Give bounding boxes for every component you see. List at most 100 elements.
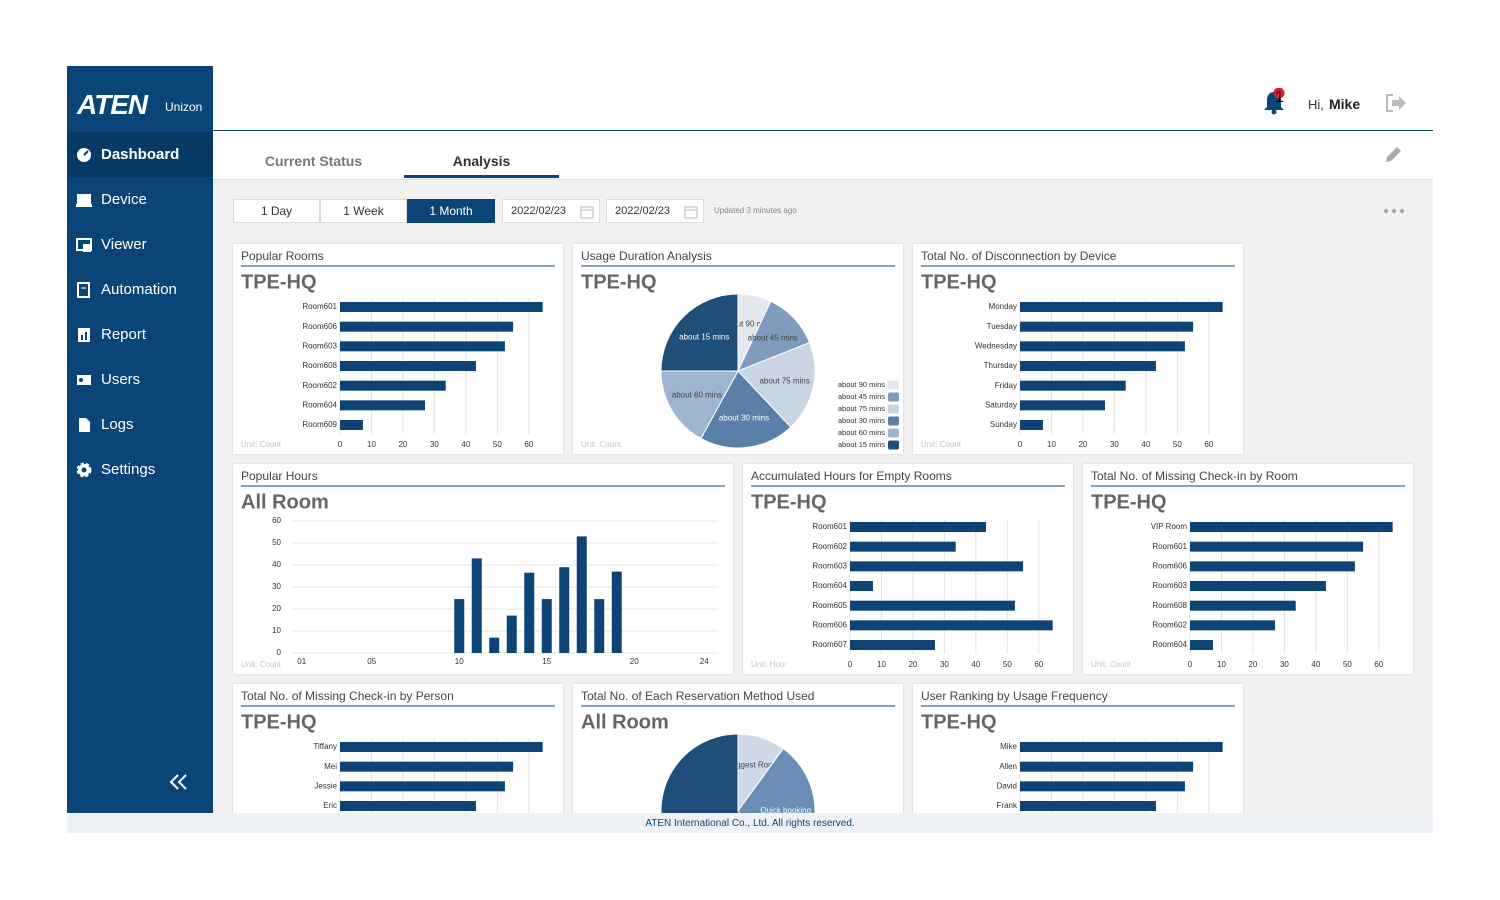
calendar-icon	[684, 206, 698, 219]
range-button[interactable]: 1 Month	[407, 199, 495, 223]
range-button[interactable]: 1 Day	[233, 199, 320, 223]
card-title: Total No. of Each Reservation Method Use…	[581, 689, 814, 703]
notification-count: 1	[1275, 89, 1284, 106]
bar	[1020, 361, 1156, 372]
edit-button[interactable]	[1384, 144, 1404, 164]
x-tick-label: 50	[493, 440, 502, 449]
nav-label: Automation	[101, 281, 177, 298]
chart: Total No. of Each Reservation Method Use…	[581, 689, 895, 813]
legend-label: about 15 mins	[838, 440, 885, 449]
y-tick-label: Room604	[812, 581, 847, 590]
nav-item[interactable]: Settings	[67, 447, 213, 492]
date-input[interactable]: 2022/02/23	[502, 199, 600, 223]
chart: Usage Duration Analysis TPE-HQ Unit: Count…	[581, 249, 899, 450]
x-tick-label: 40	[1141, 440, 1150, 449]
bar	[340, 400, 425, 411]
calendar-icon	[580, 206, 594, 219]
x-tick-label: 01	[297, 657, 306, 666]
bar	[340, 341, 505, 352]
bar	[340, 781, 505, 792]
y-tick-label: Room606	[1152, 561, 1187, 570]
nav-item[interactable]: Logs	[67, 402, 213, 447]
card-subtitle: TPE-HQ	[751, 491, 827, 513]
y-tick-label: Saturday	[985, 400, 1017, 409]
bar	[506, 615, 517, 653]
bar	[340, 302, 543, 312]
nav-item[interactable]: Device	[67, 177, 213, 222]
bar	[1020, 761, 1194, 772]
unit-label: Unit: Hour	[751, 660, 787, 669]
bar	[1190, 581, 1326, 592]
bar	[541, 599, 552, 653]
legend-label: about 60 mins	[838, 428, 885, 437]
y-tick-label: Room606	[302, 322, 337, 331]
nav-item[interactable]: Viewer	[67, 222, 213, 267]
bar	[454, 599, 465, 653]
x-tick-label: 60	[524, 440, 533, 449]
legend-swatch	[888, 416, 899, 426]
legend-label: about 90 mins	[838, 380, 885, 389]
chart: Popular Rooms TPE-HQ Unit: Count 0 10 20 30 40 5…	[241, 249, 555, 449]
y-tick-label: Room605	[812, 601, 847, 610]
date-text: 2022/02/23	[615, 205, 671, 217]
nav-label: Viewer	[101, 236, 147, 253]
tab[interactable]: Analysis	[404, 153, 559, 178]
collapse-button[interactable]	[169, 773, 189, 791]
legend-label: about 75 mins	[838, 404, 885, 413]
chart: Total No. of Disconnection by Device TPE-…	[921, 249, 1235, 449]
y-tick-label: Room607	[812, 640, 847, 649]
x-tick-label: 05	[367, 657, 376, 666]
pie-slice	[737, 748, 816, 813]
card-subtitle: TPE-HQ	[1091, 491, 1167, 513]
y-tick-label: Room606	[812, 620, 847, 629]
tab[interactable]: Current Status	[264, 153, 363, 169]
footer: ATEN International Co., Ltd. All rights …	[67, 813, 1433, 833]
slice-label: about 60 mins	[672, 390, 722, 399]
bar	[340, 742, 543, 752]
logout-button[interactable]	[1385, 93, 1407, 113]
chart-card: User Ranking by Usage FrequencyTPE-HQ010…	[913, 684, 1243, 813]
y-tick-label: Eric	[323, 801, 337, 810]
nav-item[interactable]: Automation	[67, 267, 213, 312]
legend-label: about 45 mins	[838, 392, 885, 401]
card-subtitle: All Room	[241, 491, 329, 513]
nav-item[interactable]: Dashboard	[67, 132, 213, 177]
y-tick-label: 0	[277, 648, 282, 657]
nav-item[interactable]: Report	[67, 312, 213, 357]
range-button[interactable]: 1 Week	[320, 199, 407, 223]
pie-slice	[700, 370, 792, 449]
y-tick-label: Mike	[1000, 742, 1017, 751]
nav-label: Dashboard	[101, 146, 180, 163]
y-tick-label: Sunday	[990, 420, 1017, 429]
chart-card: Total No. of Disconnection by Device TPE-…	[913, 244, 1243, 454]
notification-bell[interactable]	[1263, 88, 1293, 118]
y-tick-label: 40	[272, 560, 281, 569]
x-tick-label: 40	[1311, 660, 1320, 669]
bar	[340, 420, 363, 431]
more-button[interactable]	[1383, 207, 1405, 215]
nav-item[interactable]: Users	[67, 357, 213, 402]
unit-label: Unit: Count	[581, 440, 622, 449]
y-tick-label: Room601	[302, 302, 337, 311]
bar	[524, 572, 535, 653]
x-tick-label: 30	[940, 660, 949, 669]
chart-card: Popular Rooms TPE-HQ Unit: Count 0 10 20 30 40 5…	[233, 244, 563, 454]
pie-slice	[660, 370, 739, 440]
date-input[interactable]: 2022/02/23	[606, 199, 704, 223]
y-tick-label: Room602	[812, 542, 847, 551]
bar	[850, 581, 873, 592]
nav-label: Users	[101, 371, 141, 388]
x-tick-label: 0	[1018, 440, 1023, 449]
chart-card: Accumulated Hours for Empty Rooms TPE-HQ U…	[743, 464, 1073, 674]
slice-label: about 45 mins	[748, 333, 798, 342]
y-tick-label: Room601	[1152, 542, 1187, 551]
nav-label: Logs	[101, 416, 134, 433]
y-tick-label: 50	[272, 538, 281, 547]
y-tick-label: Jessie	[314, 781, 337, 790]
chart-card: Total No. of Each Reservation Method Use…	[573, 684, 903, 813]
content: 1 Day 1 Week 1 Month 2022/02/23 2022/02/…	[213, 180, 1433, 813]
bar	[340, 361, 476, 372]
bar	[1020, 801, 1156, 812]
y-tick-label: Friday	[995, 381, 1017, 390]
